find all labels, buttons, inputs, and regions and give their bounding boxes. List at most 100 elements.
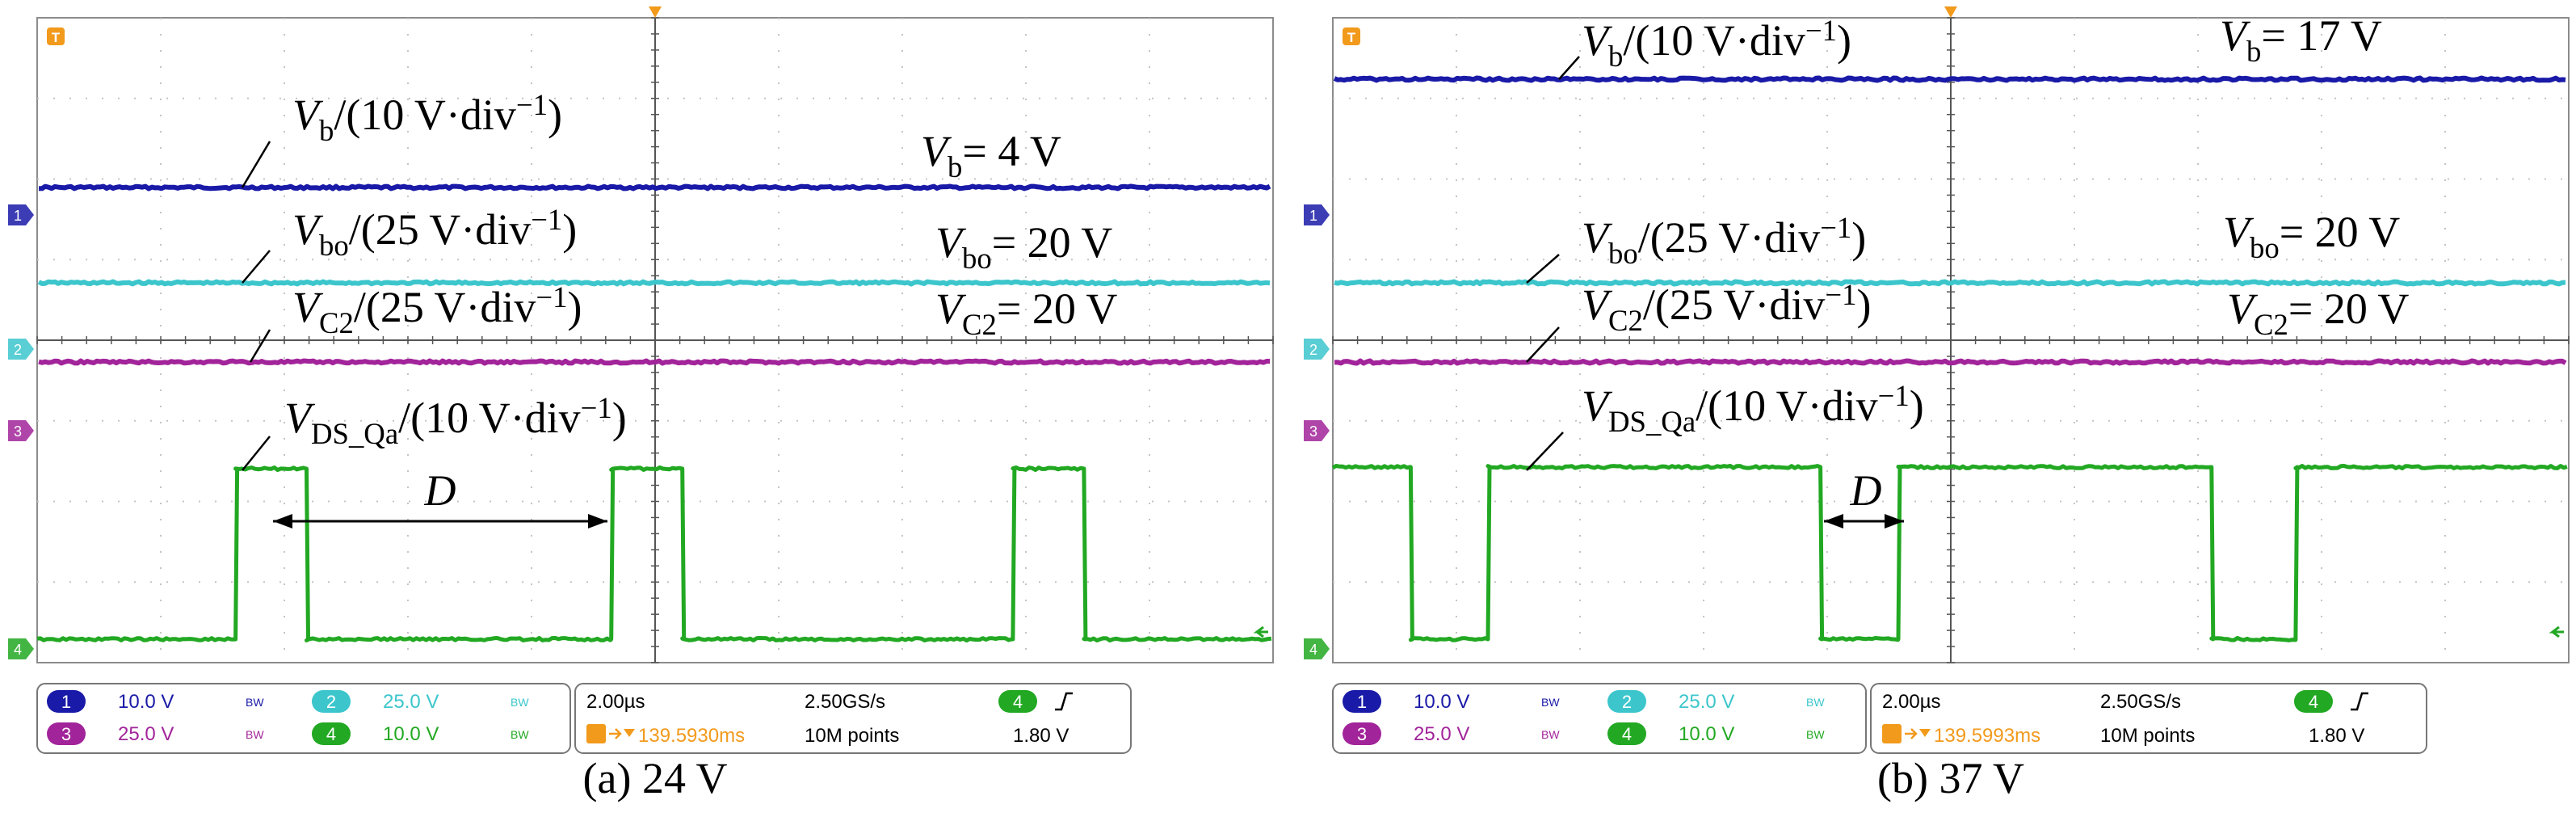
- marker-shape: [1304, 638, 1330, 659]
- trace-vb: [1333, 75, 2566, 83]
- trigger-channel-number: 4: [2309, 692, 2318, 712]
- ch3-scale[interactable]: 3 25.0 V BW: [1343, 722, 1560, 745]
- channel-volts-per-div: 10.0 V: [1679, 723, 1734, 745]
- timebase-value[interactable]: 2.00µs: [1882, 691, 1941, 713]
- status-bar: 1 10.0 V BW 2 25.0 V BW 3 25.0 V BW 4 10.0 V BW 2.00…: [36, 683, 1132, 754]
- channel-badge: [47, 690, 86, 713]
- trigger-source[interactable]: 4: [2294, 690, 2368, 713]
- label-vds-qa-subscript: DS_Qa: [311, 417, 398, 450]
- trigger-arrow-right-icon: [609, 728, 622, 739]
- value-vb-symbol: V: [921, 127, 952, 175]
- value-vc2-symbol: V: [2227, 284, 2259, 333]
- bandwidth-limit-icon: BW: [511, 728, 529, 741]
- label-vds-qa-subscript: DS_Qa: [1608, 405, 1696, 438]
- trigger-box: [47, 27, 65, 45]
- channel-number: 3: [61, 724, 71, 744]
- label-vc2-close: ): [567, 283, 582, 331]
- ch1-ground-marker: 1: [8, 204, 34, 225]
- trigger-level[interactable]: 1.80 V: [1013, 725, 1069, 747]
- marker-number: 1: [1309, 208, 1317, 224]
- marker-shape: [8, 420, 34, 441]
- channel-number: 2: [326, 692, 336, 712]
- ch4-offscreen-arrow-icon: [2549, 625, 2564, 638]
- channel-badge: [312, 690, 351, 713]
- label-vbo-text: /(25 V·div: [1638, 213, 1821, 262]
- duty-arrow-left-icon: [1824, 514, 1843, 528]
- ch1-scale[interactable]: 1 10.0 V BW: [1343, 690, 1560, 713]
- channel-badge: [1343, 722, 1381, 745]
- label-vds-qa-symbol: V: [1582, 381, 1613, 430]
- trigger-glyph: T: [52, 30, 61, 45]
- label-vds-qa-close: ): [1910, 381, 1924, 430]
- ch2-ground-marker: 2: [8, 339, 34, 360]
- trigger-box: [1343, 27, 1360, 45]
- trigger-channel-badge: [2294, 690, 2333, 713]
- label-vds-qa: VDS_Qa/(10 V·div−1): [284, 391, 627, 450]
- label-vc2-superscript: −1: [536, 280, 567, 314]
- ch2-scale[interactable]: 2 25.0 V BW: [1607, 690, 1825, 713]
- leader-line-vbo: [242, 250, 271, 284]
- ch1-scale[interactable]: 1 10.0 V BW: [47, 690, 264, 713]
- channel-badge: [1607, 690, 1646, 713]
- bandwidth-limit-icon: BW: [1806, 728, 1825, 741]
- channel-volts-per-div: 25.0 V: [383, 691, 439, 713]
- timebase-value[interactable]: 2.00µs: [586, 691, 645, 713]
- value-vb: Vb= 17 V: [2220, 11, 2382, 68]
- value-vc2: VC2= 20 V: [2227, 284, 2409, 341]
- channel-number: 3: [1357, 724, 1367, 744]
- leader-line-vb: [241, 141, 271, 188]
- ch4-scale[interactable]: 4 10.0 V BW: [1607, 722, 1825, 745]
- trigger-position[interactable]: 139.5993ms: [1882, 724, 2040, 747]
- leader-line-vc2: [249, 329, 271, 363]
- trigger-level[interactable]: 1.80 V: [2309, 725, 2364, 747]
- value-vb: Vb= 4 V: [921, 127, 1061, 183]
- trace-vbo: [1334, 279, 2566, 287]
- bandwidth-limit-icon: BW: [246, 696, 264, 709]
- trace-vds-qa: [36, 465, 1272, 642]
- duty-label: D: [1850, 466, 1882, 515]
- value-vbo-symbol: V: [2223, 208, 2255, 256]
- duty-arrow-right-icon: [588, 514, 607, 528]
- label-vbo-close: ): [1851, 213, 1866, 262]
- label-vb-symbol: V: [292, 91, 324, 139]
- label-vc2: VC2/(25 V·div−1): [292, 280, 582, 339]
- label-vc2-symbol: V: [1582, 280, 1613, 329]
- status-bar: 1 10.0 V BW 2 25.0 V BW 3 25.0 V BW 4 10.0 V BW 2.00…: [1332, 683, 2427, 754]
- channel-number: 2: [1622, 692, 1632, 712]
- label-vbo-text: /(25 V·div: [349, 205, 532, 254]
- ch1-ground-marker: 1: [1304, 204, 1330, 225]
- record-length: 10M points: [2100, 725, 2195, 747]
- ch2-scale[interactable]: 2 25.0 V BW: [312, 690, 529, 713]
- value-vc2-symbol: V: [935, 284, 967, 333]
- label-vc2-subscript: C2: [319, 306, 354, 339]
- duty-arrow-left-icon: [273, 514, 292, 528]
- ch3-ground-marker: 3: [8, 420, 34, 441]
- label-vds-qa: VDS_Qa/(10 V·div−1): [1582, 379, 1924, 438]
- trigger-arrow-icon: [1944, 6, 1957, 18]
- label-vb-superscript: −1: [1805, 14, 1837, 47]
- marker-shape: [1304, 339, 1330, 360]
- trigger-position[interactable]: 139.5930ms: [586, 724, 745, 747]
- marker-number: 3: [14, 423, 22, 440]
- marker-shape: [8, 204, 34, 225]
- label-vbo-subscript: bo: [1608, 237, 1638, 270]
- ch2-ground-marker: 2: [1304, 339, 1330, 360]
- trigger-position-value: 139.5930ms: [638, 725, 745, 747]
- value-vc2-text: = 20 V: [997, 284, 1117, 333]
- trigger-position-value: 139.5993ms: [1934, 725, 2040, 747]
- ch4-scale[interactable]: 4 10.0 V BW: [312, 722, 529, 745]
- trigger-source[interactable]: 4: [998, 690, 1073, 713]
- channel-badge: [47, 722, 86, 745]
- label-vbo-close: ): [562, 205, 577, 254]
- label-vc2-text: /(25 V·div: [1643, 280, 1826, 329]
- label-vb-symbol: V: [1582, 16, 1613, 65]
- marker-shape: [8, 638, 34, 659]
- sample-rate: 2.50GS/s: [2100, 691, 2181, 713]
- channel-scale-box: [36, 683, 571, 754]
- leader-line-vc2: [1526, 326, 1560, 363]
- label-vbo: Vbo/(25 V·div−1): [1582, 211, 1866, 270]
- trigger-position-marker: [1944, 6, 1957, 18]
- channel-scale-box: [1332, 683, 1867, 754]
- ch3-scale[interactable]: 3 25.0 V BW: [47, 722, 264, 745]
- trace-vc2: [1334, 358, 2567, 366]
